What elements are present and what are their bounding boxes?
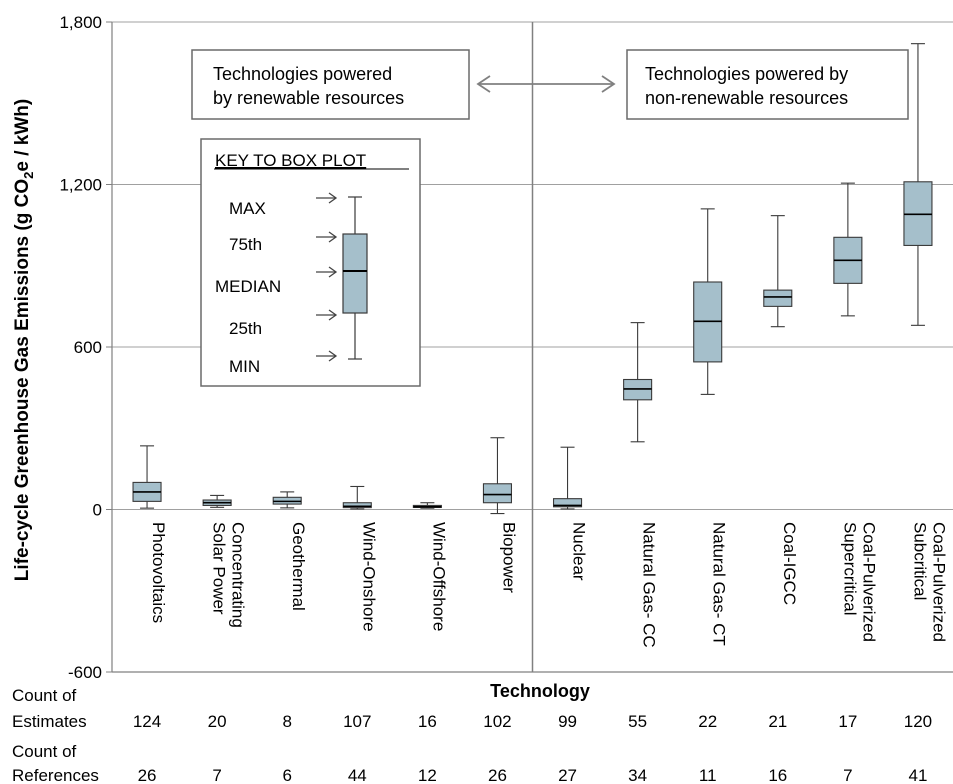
x-category-label: Solar Power: [210, 522, 229, 615]
count-references-value: 11: [699, 766, 717, 784]
count-estimates-value: 124: [133, 712, 161, 731]
x-category-label: Biopower: [499, 522, 518, 593]
key-label-median: MEDIAN: [215, 277, 281, 296]
box-plot-key-title: KEY TO BOX PLOT: [215, 151, 366, 170]
x-category-label: Wind-Offshore: [429, 522, 448, 631]
count-estimates-value: 102: [483, 712, 511, 731]
key-label-max: MAX: [229, 199, 266, 218]
box-plot: [763, 215, 793, 328]
y-tick-label: 1,200: [59, 176, 102, 195]
plot-frame: [111, 22, 953, 673]
y-tick-label: 600: [74, 338, 102, 357]
count-references-value: 12: [418, 766, 437, 784]
x-category-label: Subcritical: [910, 522, 929, 600]
count-estimates-value: 20: [208, 712, 227, 731]
count-references-label-line1: Count of: [12, 742, 77, 761]
box-iqr: [482, 483, 513, 504]
count-estimates-value: 8: [282, 712, 291, 731]
y-tick-label: 1,800: [59, 13, 102, 32]
count-references-value: 16: [768, 766, 787, 784]
renewable-annotation-box: [191, 49, 470, 120]
box-plot: [412, 502, 442, 509]
y-tick-label: -600: [68, 663, 102, 682]
count-estimates-value: 120: [904, 712, 932, 731]
count-references-value: 7: [843, 766, 852, 784]
count-references-value: 44: [348, 766, 367, 784]
renewable-annotation-line1: Technologies powered: [213, 64, 392, 84]
renewable-annotation: Technologies powered by renewable resour…: [191, 49, 470, 120]
nonrenewable-annotation: Technologies powered by non-renewable re…: [626, 49, 909, 120]
x-category-label: Photovoltaics: [149, 522, 168, 623]
box-plot: [623, 322, 653, 443]
box-plots: [132, 43, 933, 515]
box-plot: [552, 446, 583, 510]
count-estimates-value: 107: [343, 712, 371, 731]
count-estimates-value: 22: [698, 712, 717, 731]
nonrenewable-annotation-line2: non-renewable resources: [645, 88, 848, 108]
count-references-row: 26 7 6 44 12 26 27 34 11 16 7 41: [138, 766, 928, 784]
x-category-label: Supercritical: [840, 522, 859, 616]
key-label-25th: 25th: [229, 319, 262, 338]
box-plot-key: KEY TO BOX PLOT MAX 75th MEDIAN 25th MIN: [200, 138, 421, 387]
x-category-label: Natural Gas- CT: [710, 522, 729, 646]
box-iqr: [552, 498, 583, 508]
renewable-annotation-line2: by renewable resources: [213, 88, 404, 108]
count-estimates-label-line1: Count of: [12, 686, 77, 705]
nonrenewable-annotation-line1: Technologies powered by: [645, 64, 848, 84]
box-plot: [693, 208, 723, 395]
key-label-min: MIN: [229, 357, 260, 376]
x-category-label: Geothermal: [289, 522, 308, 611]
y-tick-label: 0: [93, 501, 102, 520]
x-category-label: Nuclear: [570, 522, 589, 581]
box-plot: [202, 494, 232, 508]
box-plot: [903, 43, 933, 326]
x-category-label: Natural Gas- CC: [640, 522, 659, 648]
count-references-label-line2: References: [12, 766, 99, 784]
count-references-value: 26: [488, 766, 507, 784]
count-estimates-value: 99: [558, 712, 577, 731]
box-plot: [482, 437, 513, 515]
count-references-value: 34: [628, 766, 647, 784]
box-iqr: [342, 502, 372, 509]
count-estimates-value: 17: [838, 712, 857, 731]
count-estimates-row: 124 20 8 107 16 102 99 55 22 21 17 120: [133, 712, 932, 731]
key-arrows: [316, 192, 338, 362]
count-estimates-value: 55: [628, 712, 647, 731]
box-plot: [272, 491, 302, 509]
y-axis-label: Life-cycle Greenhouse Gas Emissions (g C…: [12, 99, 36, 581]
x-category-label: Coal-IGCC: [780, 522, 799, 605]
y-tick-labels: 1,800 1,200 600 0 -600: [59, 13, 102, 682]
count-references-value: 26: [138, 766, 157, 784]
count-references-value: 7: [212, 766, 221, 784]
x-axis-label: Technology: [490, 681, 590, 701]
box-plot: [132, 445, 162, 509]
x-category-label: Coal-Pulverized: [859, 522, 878, 642]
box-iqr: [763, 289, 793, 307]
x-category-label: Concentrating: [229, 522, 248, 628]
box-plot: [833, 182, 863, 317]
count-estimates-value: 16: [418, 712, 437, 731]
box-plot-key-frame: [200, 138, 421, 387]
count-references-value: 27: [558, 766, 577, 784]
x-category-label: Wind-Onshore: [359, 522, 378, 632]
double-arrow-icon: [476, 75, 616, 93]
count-estimates-label-line2: Estimates: [12, 712, 87, 731]
key-label-75th: 75th: [229, 235, 262, 254]
count-estimates-value: 21: [768, 712, 787, 731]
key-sample-box: [342, 196, 368, 360]
nonrenewable-annotation-box: [626, 49, 909, 120]
count-references-value: 6: [282, 766, 291, 784]
count-references-value: 41: [908, 766, 927, 784]
x-category-label: Coal-Pulverized: [929, 522, 948, 642]
box-plot: [342, 485, 372, 510]
